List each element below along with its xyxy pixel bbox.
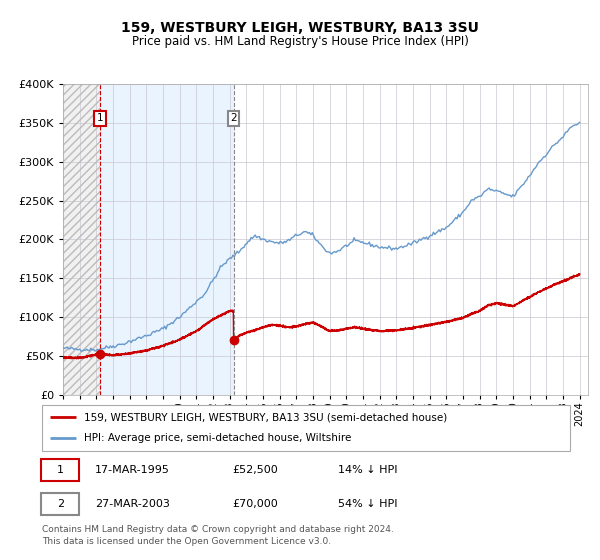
Text: £70,000: £70,000 (232, 498, 278, 508)
Text: 27-MAR-2003: 27-MAR-2003 (95, 498, 170, 508)
Text: 17-MAR-1995: 17-MAR-1995 (95, 465, 170, 475)
Text: 1: 1 (57, 465, 64, 475)
FancyBboxPatch shape (41, 493, 79, 515)
Text: 2: 2 (56, 498, 64, 508)
Text: 54% ↓ HPI: 54% ↓ HPI (338, 498, 397, 508)
Bar (63, 84, 100, 395)
Text: 14% ↓ HPI: 14% ↓ HPI (338, 465, 397, 475)
Text: HPI: Average price, semi-detached house, Wiltshire: HPI: Average price, semi-detached house,… (84, 433, 352, 444)
Text: £52,500: £52,500 (232, 465, 278, 475)
Text: Price paid vs. HM Land Registry's House Price Index (HPI): Price paid vs. HM Land Registry's House … (131, 35, 469, 48)
Text: 1: 1 (97, 113, 103, 123)
Bar (63, 84, 100, 395)
Bar (100, 84, 233, 395)
Text: 159, WESTBURY LEIGH, WESTBURY, BA13 3SU (semi-detached house): 159, WESTBURY LEIGH, WESTBURY, BA13 3SU … (84, 412, 448, 422)
Text: 2: 2 (230, 113, 237, 123)
FancyBboxPatch shape (41, 459, 79, 481)
Text: Contains HM Land Registry data © Crown copyright and database right 2024.
This d: Contains HM Land Registry data © Crown c… (42, 525, 394, 546)
Text: 159, WESTBURY LEIGH, WESTBURY, BA13 3SU: 159, WESTBURY LEIGH, WESTBURY, BA13 3SU (121, 21, 479, 35)
